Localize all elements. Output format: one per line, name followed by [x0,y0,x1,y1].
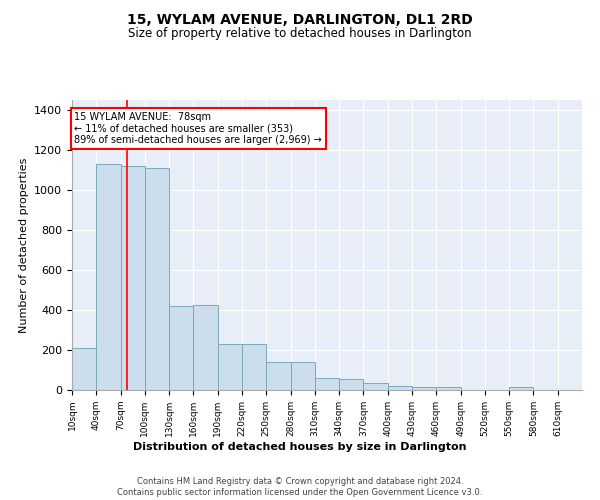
Text: 15 WYLAM AVENUE:  78sqm
← 11% of detached houses are smaller (353)
89% of semi-d: 15 WYLAM AVENUE: 78sqm ← 11% of detached… [74,112,322,145]
Bar [266,362,290,390]
Bar [339,379,364,390]
Bar [290,362,315,390]
Bar [509,387,533,390]
Bar [436,387,461,390]
Bar [121,166,145,390]
Text: Size of property relative to detached houses in Darlington: Size of property relative to detached ho… [128,28,472,40]
Bar [412,387,436,390]
Text: Distribution of detached houses by size in Darlington: Distribution of detached houses by size … [133,442,467,452]
Bar [145,168,169,390]
Text: 15, WYLAM AVENUE, DARLINGTON, DL1 2RD: 15, WYLAM AVENUE, DARLINGTON, DL1 2RD [127,12,473,26]
Bar [169,306,193,390]
Bar [388,386,412,390]
Bar [364,383,388,390]
Text: Contains HM Land Registry data © Crown copyright and database right 2024.
Contai: Contains HM Land Registry data © Crown c… [118,478,482,497]
Bar [242,344,266,390]
Bar [315,378,339,390]
Bar [193,305,218,390]
Bar [218,344,242,390]
Y-axis label: Number of detached properties: Number of detached properties [19,158,29,332]
Bar [96,164,121,390]
Bar [72,348,96,390]
